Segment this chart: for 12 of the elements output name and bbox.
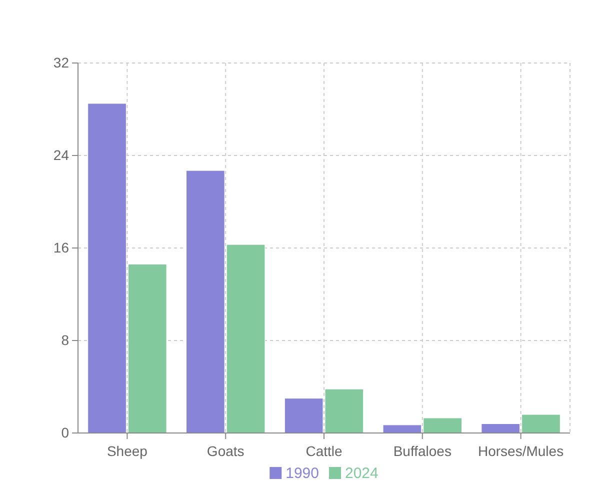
y-tick-label: 8: [61, 332, 70, 348]
legend-label: 1990: [286, 465, 319, 482]
x-tick-label: Cattle: [306, 443, 342, 459]
legend-label: 2024: [345, 465, 378, 482]
x-tick-label: Buffaloes: [393, 443, 452, 459]
y-tick-label: 24: [53, 146, 70, 163]
x-tick-label: Horses/Mules: [478, 443, 564, 459]
y-tick-label: 16: [53, 239, 70, 256]
x-tick-label: Sheep: [106, 443, 148, 459]
y-tick-label: 0: [61, 424, 70, 440]
x-tick-label: Goats: [206, 443, 244, 459]
y-tick-label: 32: [53, 54, 70, 70]
